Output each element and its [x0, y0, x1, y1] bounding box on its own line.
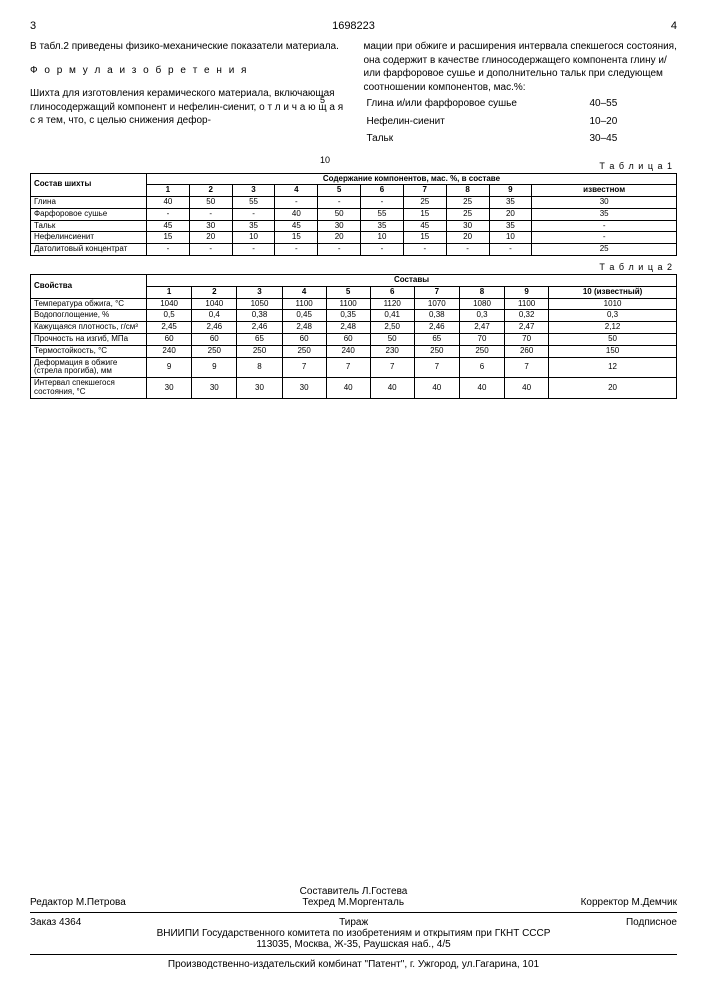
table2-caption: Т а б л и ц а 2 [30, 262, 673, 272]
ratio-name: Тальк [366, 131, 568, 147]
techred: Техред М.Моргенталь [302, 897, 404, 908]
composer: Составитель Л.Гостева [30, 886, 677, 897]
component-ratios: Глина и/или фарфоровое сушье40–55 Нефели… [364, 94, 621, 149]
claim-text-left: Шихта для изготовления керамического мат… [30, 87, 344, 128]
ratio-val: 30–45 [570, 131, 619, 147]
line-mark-10: 10 [320, 155, 330, 165]
org-addr: 113035, Москва, Ж-35, Раушская наб., 4/5 [30, 939, 677, 950]
table2: СвойстваСоставы12345678910 (известный)Те… [30, 274, 677, 399]
editor: Редактор М.Петрова [30, 897, 126, 908]
left-column: В табл.2 приведены физико-механические п… [30, 40, 344, 149]
page-header: 3 1698223 4 [30, 20, 677, 32]
claim-text-right: мации при обжиге и расширения интервала … [364, 40, 678, 94]
col-num-right: 4 [671, 20, 677, 32]
corrector: Корректор М.Демчик [581, 897, 677, 908]
right-column: мации при обжиге и расширения интервала … [364, 40, 678, 149]
intro-text: В табл.2 приведены физико-механические п… [30, 40, 344, 54]
col-num-left: 3 [30, 20, 36, 32]
line-mark-5: 5 [320, 95, 325, 105]
ratio-name: Нефелин-сиенит [366, 114, 568, 130]
order: Заказ 4364 [30, 917, 81, 928]
subscription: Подписное [626, 917, 677, 928]
table1-caption: Т а б л и ц а 1 [30, 161, 673, 171]
ratio-val: 40–55 [570, 96, 619, 112]
ratio-name: Глина и/или фарфоровое сушье [366, 96, 568, 112]
formula-title: Ф о р м у л а и з о б р е т е н и я [30, 64, 344, 78]
org: ВНИИПИ Государственного комитета по изоб… [30, 928, 677, 939]
table1: Состав шихтыСодержание компонентов, мас.… [30, 173, 677, 257]
two-column-text: В табл.2 приведены физико-механические п… [30, 40, 677, 149]
ratio-val: 10–20 [570, 114, 619, 130]
producer: Производственно-издательский комбинат "П… [30, 959, 677, 970]
tirazh: Тираж [339, 917, 368, 928]
patent-number: 1698223 [332, 20, 375, 32]
footer: Составитель Л.Гостева Редактор М.Петрова… [30, 886, 677, 970]
